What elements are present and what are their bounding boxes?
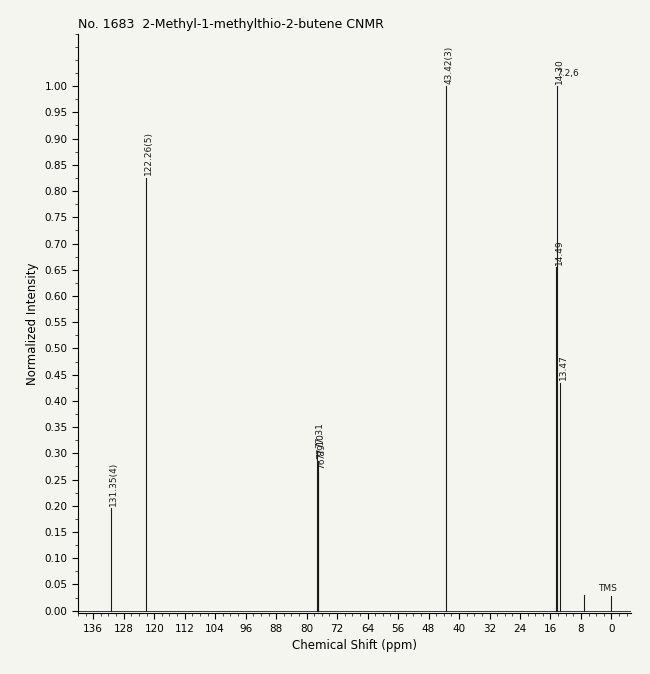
Text: 7.2,6: 7.2,6: [556, 69, 578, 78]
Text: 77.10: 77.10: [316, 433, 325, 458]
Text: 14.49: 14.49: [554, 239, 564, 264]
Text: No. 1683  2-Methyl-1-methylthio-2-butene CNMR: No. 1683 2-Methyl-1-methylthio-2-butene …: [78, 18, 384, 31]
Text: 13.47: 13.47: [558, 354, 567, 380]
Text: 122.26(5): 122.26(5): [144, 131, 153, 175]
Text: TMS: TMS: [598, 584, 617, 593]
Text: 43.42(3): 43.42(3): [445, 45, 454, 84]
Text: 131.35(4): 131.35(4): [109, 462, 118, 506]
Text: 76.89: 76.89: [317, 443, 326, 469]
X-axis label: Chemical Shift (ppm): Chemical Shift (ppm): [292, 640, 417, 652]
Text: 14.30: 14.30: [556, 58, 564, 84]
Text: 77.31: 77.31: [315, 422, 324, 448]
Y-axis label: Normalized Intensity: Normalized Intensity: [26, 262, 39, 385]
